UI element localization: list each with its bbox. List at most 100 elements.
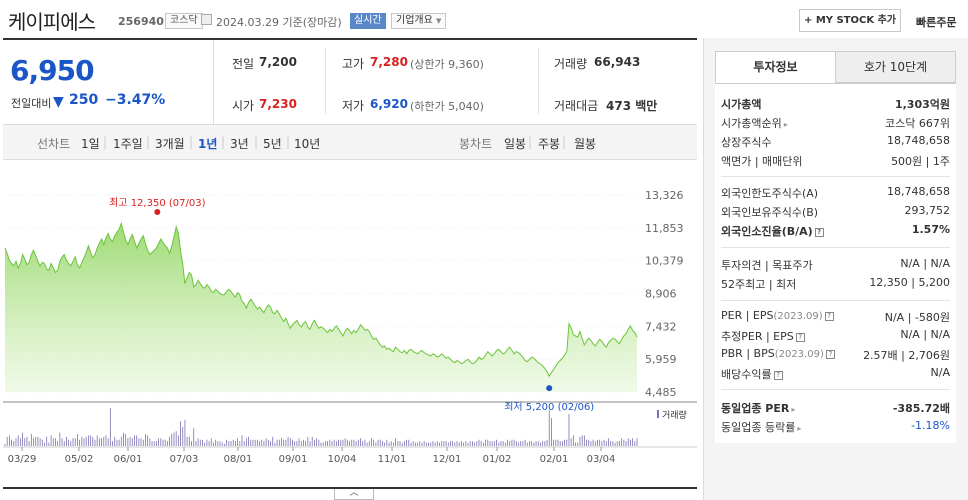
x-tick-label: 09/01 <box>279 454 308 465</box>
info-row-divider <box>721 300 950 301</box>
tab-order-book[interactable]: 호가 10단계 <box>835 51 956 83</box>
info-row-key-text: 액면가 | 매매단위 <box>721 155 803 168</box>
tab-3y[interactable]: 3년 <box>230 137 249 151</box>
tab-1w[interactable]: 1주일 <box>113 137 143 151</box>
info-row-key-text: 동일업종 PER <box>721 402 790 415</box>
info-row-key-text: 투자의견 | 목표주가 <box>721 259 813 272</box>
help-icon[interactable]: ? <box>814 227 824 237</box>
date-text: 2024.03.29 기준(장마감) <box>216 16 342 29</box>
tab-3m[interactable]: 3개월 <box>155 137 185 151</box>
info-row-key-text: 외국인소진율(B/A) <box>721 225 813 238</box>
info-row-key-text: PER | EPS <box>721 309 774 322</box>
investment-info-panel: 투자정보 호가 10단계 시가총액 1,303억원 시가총액순위 ▸ 코스닥 667위 상… <box>703 38 968 500</box>
price-chart[interactable]: 13,326 11,853 10,379 8,906 7,432 5,959 4,485 최… <box>0 160 700 490</box>
collapse-chart-button[interactable]: ︿ <box>334 489 374 500</box>
info-row: 동일업종 PER ▸ -385.72배 <box>721 400 950 417</box>
info-row-key-text: 시가총액순위 <box>721 117 782 130</box>
info-row-key-period: (2023.09) <box>773 311 823 322</box>
low-value: 6,920 <box>370 97 408 111</box>
y-tick-label: 8,906 <box>645 288 677 301</box>
low-annotation: 최저 5,200 (02/06) <box>504 401 594 413</box>
chevron-right-icon[interactable]: ▸ <box>783 120 788 129</box>
x-tick-label: 03/29 <box>8 454 37 465</box>
x-tick-label: 11/01 <box>378 454 407 465</box>
x-tick-label: 06/01 <box>114 454 143 465</box>
info-row-key: 외국인한도주식수(A) <box>721 185 818 201</box>
info-row-value: N/A | N/A <box>900 328 950 341</box>
info-row-key: 외국인보유주식수(B) <box>721 204 818 220</box>
tab-daily[interactable]: 일봉 <box>504 137 527 151</box>
company-info-dropdown[interactable]: 기업개요 ▼ <box>391 13 447 29</box>
info-row: 동일업종 등락률 ▸ -1.18% <box>721 419 950 436</box>
line-chart-label: 선차트 <box>37 137 71 151</box>
info-row: PBR | BPS(2023.09)? 2.57배 | 2,706원 <box>721 347 950 364</box>
open-value: 7,230 <box>259 97 297 111</box>
info-row-value: N/A <box>930 366 950 379</box>
info-row-key-text: 동일업종 등락률 <box>721 421 796 434</box>
calendar-icon <box>201 14 212 25</box>
help-icon[interactable]: ? <box>773 370 783 380</box>
info-row-value: 코스닥 667위 <box>885 117 950 130</box>
chevron-right-icon[interactable]: ▸ <box>797 424 802 433</box>
info-row: 외국인소진율(B/A)? 1.57% <box>721 223 950 240</box>
low-label: 저가 <box>342 99 365 113</box>
x-tick-label: 12/01 <box>433 454 462 465</box>
down-triangle-icon: ▼ <box>53 94 64 110</box>
market-badge: 코스닥 <box>165 13 203 29</box>
tab-investment-info[interactable]: 투자정보 <box>715 51 836 83</box>
high-label: 고가 <box>342 57 365 71</box>
tab-monthly[interactable]: 월봉 <box>574 137 597 151</box>
x-tick-label: 05/02 <box>65 454 94 465</box>
help-icon[interactable]: ? <box>795 332 805 342</box>
info-row-value: 500원 | 1주 <box>891 155 950 168</box>
add-my-stock-button[interactable]: + MY STOCK 추가 <box>799 9 901 32</box>
low-marker <box>546 385 553 392</box>
chart-period-tabs: 선차트 1일 | 1주일 | 3개월 | 1년 | 3년 | 5년 | 10년 … <box>3 124 697 160</box>
change-value: 250 <box>69 92 99 108</box>
amount-value: 473 백만 <box>606 99 658 113</box>
price-line <box>4 221 638 378</box>
info-row: 액면가 | 매매단위 500원 | 1주 <box>721 153 950 170</box>
info-row-key-text: 외국인보유주식수(B) <box>721 206 819 219</box>
x-tick-label: 03/04 <box>587 454 616 465</box>
info-row-key: 동일업종 등락률 ▸ <box>721 419 801 435</box>
volume-label: 거래량 <box>554 57 588 71</box>
info-row-key-text: 외국인한도주식수(A) <box>721 187 819 200</box>
quick-order-link[interactable]: 빠른주문 <box>916 16 957 29</box>
y-tick-label: 5,959 <box>645 353 677 366</box>
info-row: 추정PER | EPS? N/A | N/A <box>721 328 950 345</box>
info-row-key-text: 52주최고 | 최저 <box>721 278 797 291</box>
info-row-key: 상장주식수 <box>721 134 772 150</box>
y-tick-label: 7,432 <box>645 320 677 333</box>
investment-info-table: 시가총액 1,303억원 시가총액순위 ▸ 코스닥 667위 상장주식수 18,748,65… <box>715 83 956 443</box>
summary-divider <box>325 48 326 114</box>
info-row-value: 293,752 <box>904 204 951 217</box>
tab-1d[interactable]: 1일 <box>81 137 100 151</box>
tab-5y[interactable]: 5년 <box>263 137 282 151</box>
x-tick-label: 07/03 <box>170 454 199 465</box>
tab-10y[interactable]: 10년 <box>294 137 321 151</box>
y-tick-label: 10,379 <box>645 255 684 268</box>
high-value: 7,280 <box>370 55 408 69</box>
lower-limit: (하한가 5,040) <box>410 100 484 113</box>
info-row-divider <box>721 247 950 248</box>
help-icon[interactable]: ? <box>824 311 834 321</box>
info-row-value: 12,350 | 5,200 <box>869 276 950 289</box>
help-icon[interactable]: ? <box>825 349 835 359</box>
info-row: PER | EPS(2023.09)? N/A | -580원 <box>721 309 950 326</box>
y-tick-label: 11,853 <box>645 222 684 235</box>
stock-name: 케이피에스 <box>8 10 96 34</box>
realtime-badge[interactable]: 실시간 <box>350 13 386 29</box>
info-row-key: 액면가 | 매매단위 <box>721 153 803 169</box>
chart-bottom-divider <box>3 487 697 489</box>
info-row-value: -385.72배 <box>892 402 950 415</box>
tab-1y[interactable]: 1년 <box>198 137 218 151</box>
x-tick-label: 08/01 <box>224 454 253 465</box>
info-row-key: 추정PER | EPS? <box>721 328 805 344</box>
info-row-divider <box>721 389 950 390</box>
chevron-right-icon[interactable]: ▸ <box>791 405 796 414</box>
tab-weekly[interactable]: 주봉 <box>538 137 561 151</box>
info-row: 외국인한도주식수(A) 18,748,658 <box>721 185 950 202</box>
info-row-value: 1,303억원 <box>894 98 950 111</box>
change-label: 전일대비 <box>11 97 52 110</box>
